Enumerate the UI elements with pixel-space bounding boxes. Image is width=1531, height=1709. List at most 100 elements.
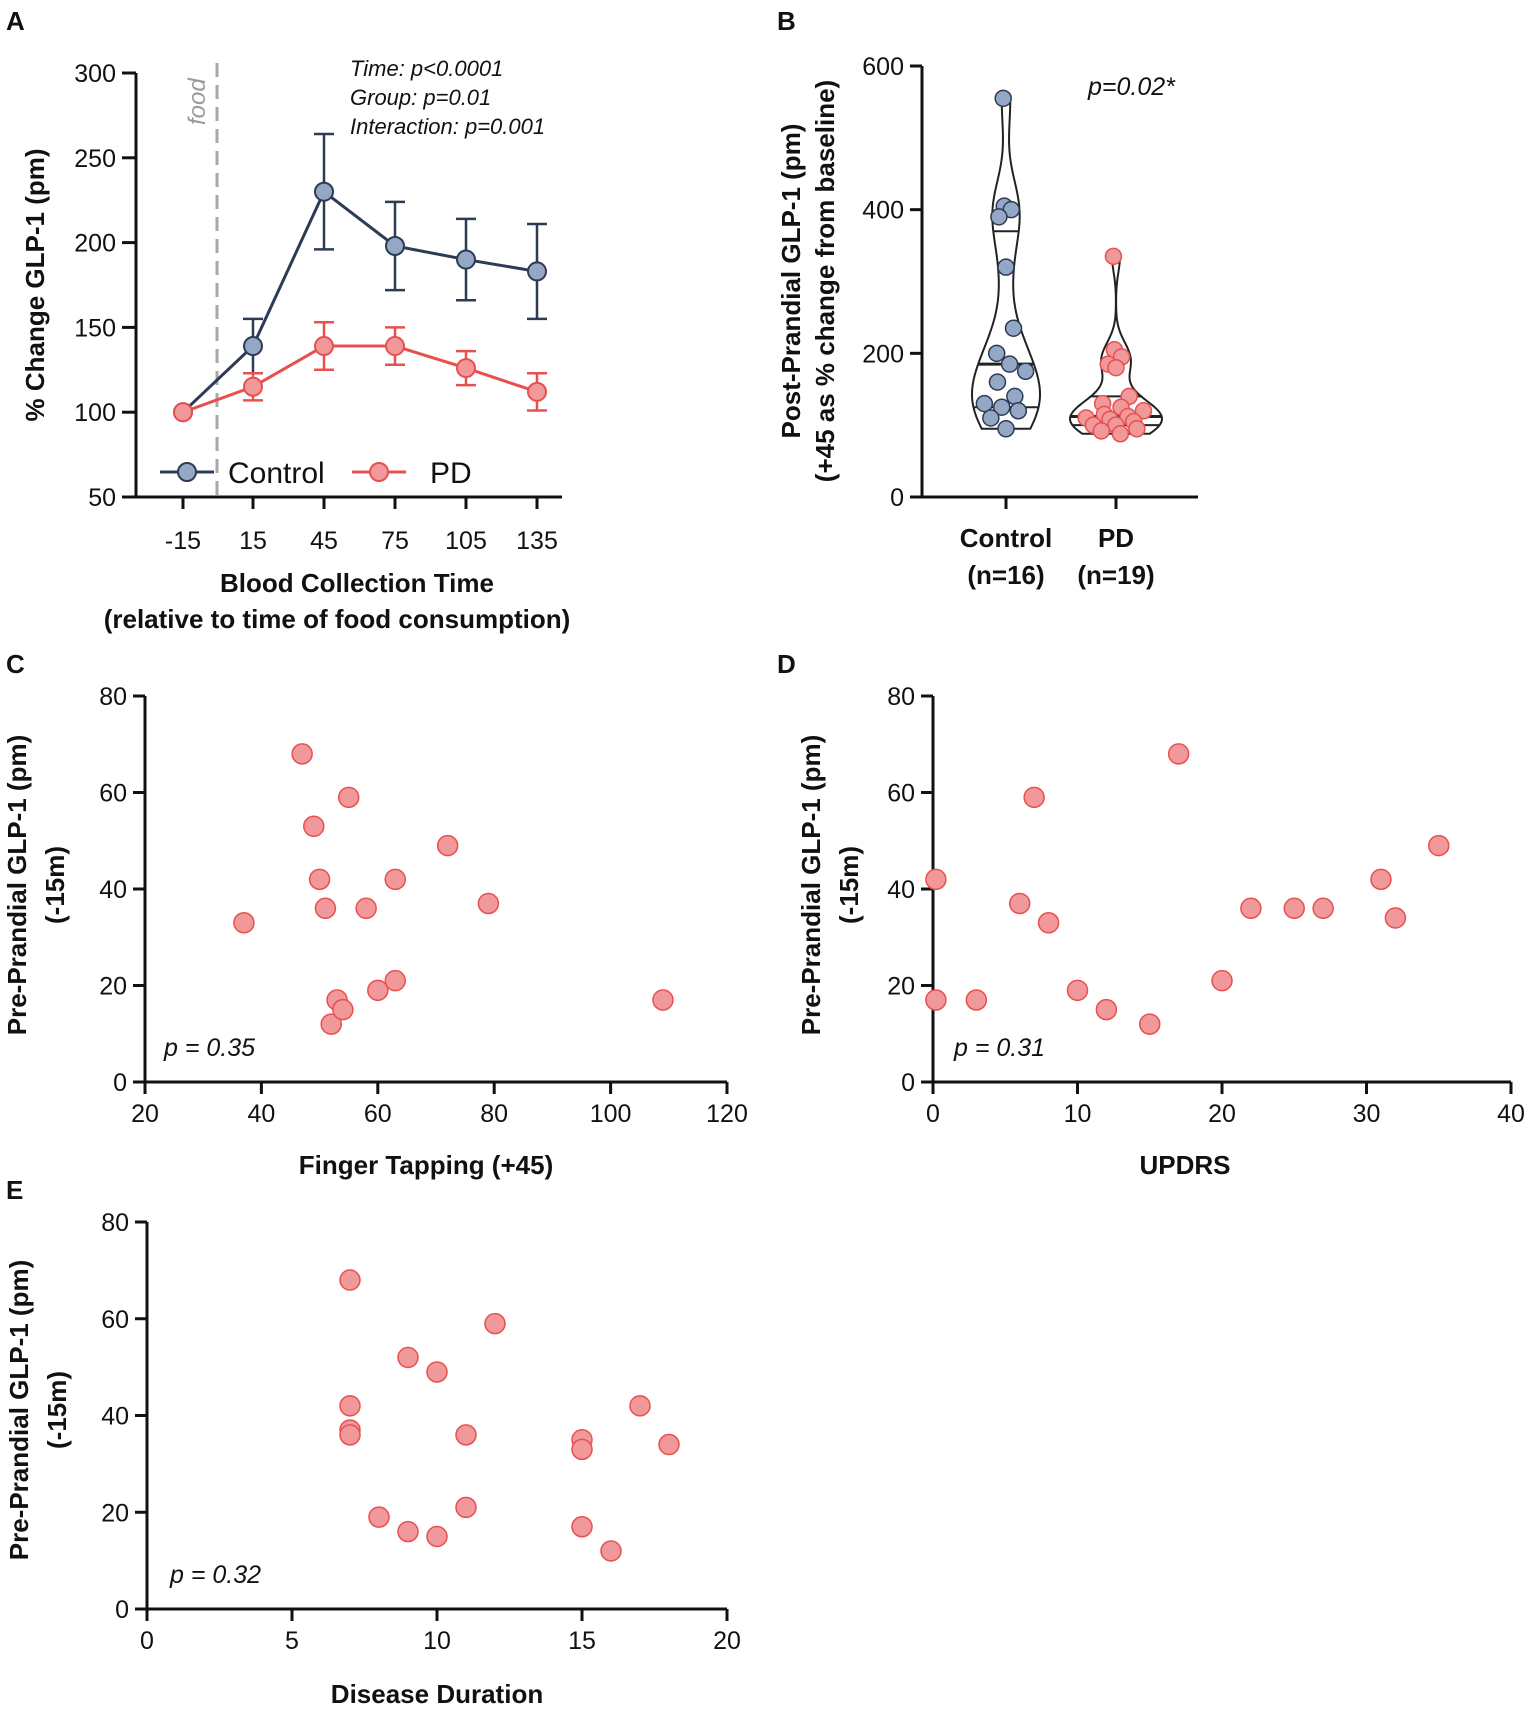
category-label-control: Control <box>960 523 1052 553</box>
y-tick-label: 600 <box>862 53 904 81</box>
scatter-point <box>455 1496 477 1519</box>
scatter-point <box>1240 897 1262 920</box>
x-tick-label: 45 <box>310 527 338 555</box>
violin-point-pd <box>1134 402 1153 420</box>
x-tick-label: 5 <box>285 1627 299 1655</box>
violin-point-control <box>1016 362 1035 381</box>
y-tick-label: 400 <box>862 197 904 225</box>
scatter-point <box>1037 912 1060 934</box>
scatter-point <box>477 892 500 915</box>
scatter-point <box>629 1395 651 1417</box>
scatter-point <box>484 1312 506 1335</box>
data-point-control <box>527 261 547 282</box>
scatter-point <box>1370 868 1392 891</box>
violin-point-pd <box>1104 247 1123 266</box>
y-axis-title-c: Pre-Prandial GLP-1 (pm) <box>2 735 32 1036</box>
annotation-group: Group: p=0.01 <box>350 85 491 110</box>
data-point-control <box>243 336 263 357</box>
panel-d: D 0 20 40 60 80 0 10 20 30 40 p = 0.31 UPDRS Pre… <box>777 649 1525 1180</box>
scatter-point <box>426 1361 448 1383</box>
y-axis-title-d: Pre-Prandial GLP-1 (pm) <box>796 735 826 1036</box>
scatter-point <box>571 1438 593 1461</box>
x-tick-label: 30 <box>1353 1100 1381 1128</box>
annotation-d: p = 0.31 <box>953 1034 1045 1062</box>
x-tick-label: 75 <box>381 527 409 555</box>
panel-letter-a: A <box>6 6 25 36</box>
x-axis-subtitle-a: (relative to time of food consumption) <box>104 604 571 634</box>
y-axis-title-b: Post-Prandial GLP-1 (pm) <box>776 124 806 439</box>
data-point-pd <box>456 358 476 379</box>
x-tick-label: 20 <box>713 1627 741 1655</box>
scatter-point <box>384 868 407 891</box>
violin-point-control <box>1006 387 1024 406</box>
scatter-point <box>368 1506 390 1528</box>
scatter-point <box>355 897 377 920</box>
scatter-point <box>337 786 360 809</box>
x-tick-label: 40 <box>247 1100 275 1128</box>
y-tick-label: 40 <box>99 876 127 904</box>
x-tick-label: 0 <box>140 1627 154 1655</box>
x-tick-label: 20 <box>1208 1100 1236 1128</box>
x-tick-label: 20 <box>131 1100 159 1128</box>
scatter-point <box>320 1013 342 1035</box>
scatter-point <box>1312 897 1334 920</box>
scatter-point <box>1008 892 1031 915</box>
scatter-point <box>303 815 325 838</box>
scatter-point <box>1211 969 1233 992</box>
scatter-point <box>397 1346 419 1369</box>
violin-point-control <box>987 344 1006 363</box>
y-tick-label: 80 <box>101 1209 129 1237</box>
y-tick-label: 0 <box>901 1069 915 1097</box>
panel-e: E 0 20 40 60 80 0 5 10 15 20 p = 0.32 Disease Du… <box>4 1175 741 1709</box>
scatter-point <box>571 1516 593 1538</box>
y-tick-label: 80 <box>99 683 127 711</box>
y-tick-label: 40 <box>101 1403 129 1431</box>
violin-point-pd <box>1107 358 1125 377</box>
food-label: food <box>184 78 211 125</box>
x-tick-label: 80 <box>480 1100 508 1128</box>
scatter-point <box>965 989 988 1011</box>
x-tick-label: 40 <box>1497 1100 1525 1128</box>
annotation-e: p = 0.32 <box>169 1561 261 1589</box>
y-tick-label: 300 <box>74 60 116 88</box>
scatter-point <box>397 1520 419 1543</box>
y-tick-label: 60 <box>101 1306 129 1334</box>
y-tick-label: 0 <box>113 1069 127 1097</box>
violin-point-control <box>994 89 1012 108</box>
violin-point-pd <box>1128 420 1146 438</box>
scatter-point <box>436 834 459 857</box>
y-tick-label: 200 <box>862 340 904 368</box>
violin-point-control <box>993 398 1011 416</box>
panel-letter-c: C <box>6 649 25 679</box>
data-point-control <box>314 181 334 202</box>
violin-point-control <box>997 258 1015 276</box>
violin-point-control <box>1009 402 1028 420</box>
violin-point-control <box>990 208 1008 226</box>
scatter-point <box>455 1424 477 1446</box>
x-tick-label: 135 <box>516 527 558 555</box>
scatter-point <box>1066 979 1089 1002</box>
x-tick-label: -15 <box>165 527 201 555</box>
scatter-point <box>384 969 407 992</box>
legend-control-marker <box>177 462 197 482</box>
x-tick-label: 120 <box>706 1100 748 1128</box>
scatter-point <box>1095 998 1118 1021</box>
data-point-pd <box>527 381 547 402</box>
category-label-pd: PD <box>1098 523 1134 553</box>
scatter-point <box>925 989 947 1011</box>
violin-point-control <box>1004 319 1023 337</box>
x-axis-title-a: Blood Collection Time <box>220 568 494 598</box>
scatter-point <box>1384 907 1407 929</box>
legend-control-label: Control <box>228 457 325 490</box>
y-tick-label: 150 <box>74 314 116 342</box>
scatter-point <box>339 1269 361 1291</box>
violin-point-control <box>975 394 994 413</box>
y-tick-label: 100 <box>74 399 116 427</box>
x-tick-label: 105 <box>445 527 487 555</box>
data-point-pd <box>314 336 334 357</box>
scatter-point <box>426 1525 448 1548</box>
x-tick-label: 10 <box>1064 1100 1092 1128</box>
data-point-control <box>456 249 476 270</box>
